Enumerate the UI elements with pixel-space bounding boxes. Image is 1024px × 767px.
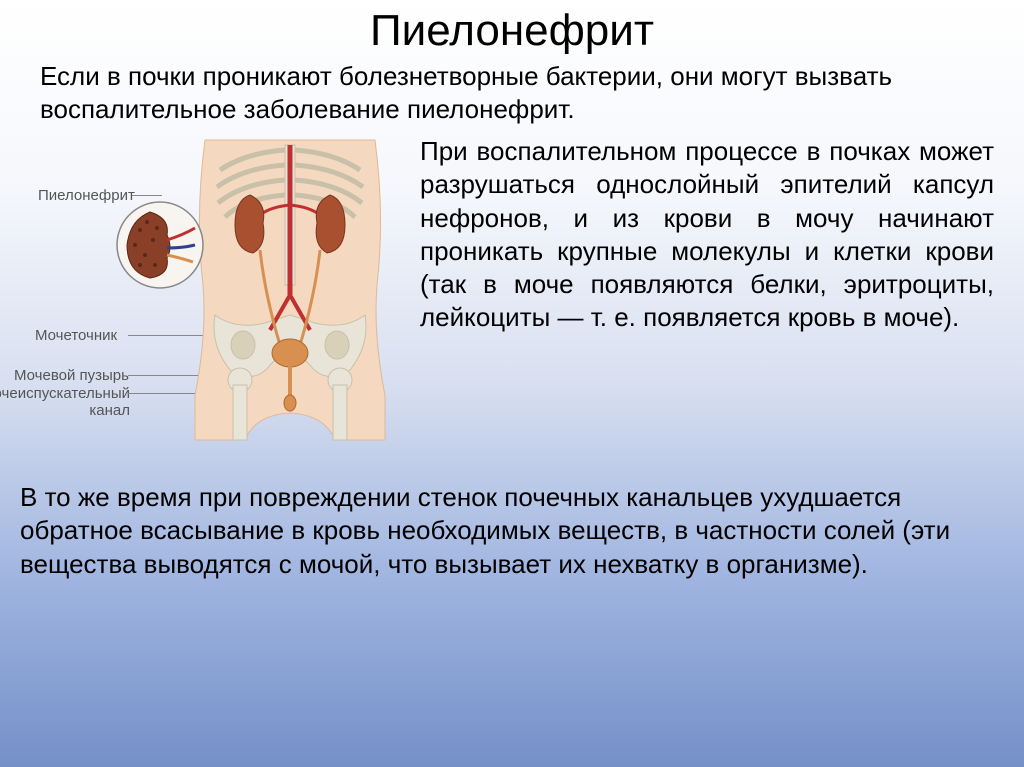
kidney-closeup: [115, 200, 205, 290]
label-ureter: Мочеточник: [35, 327, 117, 344]
side-paragraph: При воспалительном процессе в почках мож…: [420, 135, 1004, 475]
label-bladder: Мочевой пузырь: [14, 367, 129, 384]
bottom-paragraph: В то же время при повреждении стенок поч…: [0, 475, 1024, 581]
torso-illustration: [185, 135, 395, 445]
anatomy-diagram: Пиелонефрит Мочеточник Мочевой пузырь Мо…: [0, 135, 420, 475]
leader-line: [132, 195, 162, 196]
label-urethra: Мочеиспускательный канал: [0, 385, 130, 419]
page-title: Пиелонефрит: [0, 0, 1024, 56]
mid-section: Пиелонефрит Мочеточник Мочевой пузырь Мо…: [0, 135, 1024, 475]
intro-paragraph: Если в почки проникают болезнетворные ба…: [0, 56, 1024, 135]
